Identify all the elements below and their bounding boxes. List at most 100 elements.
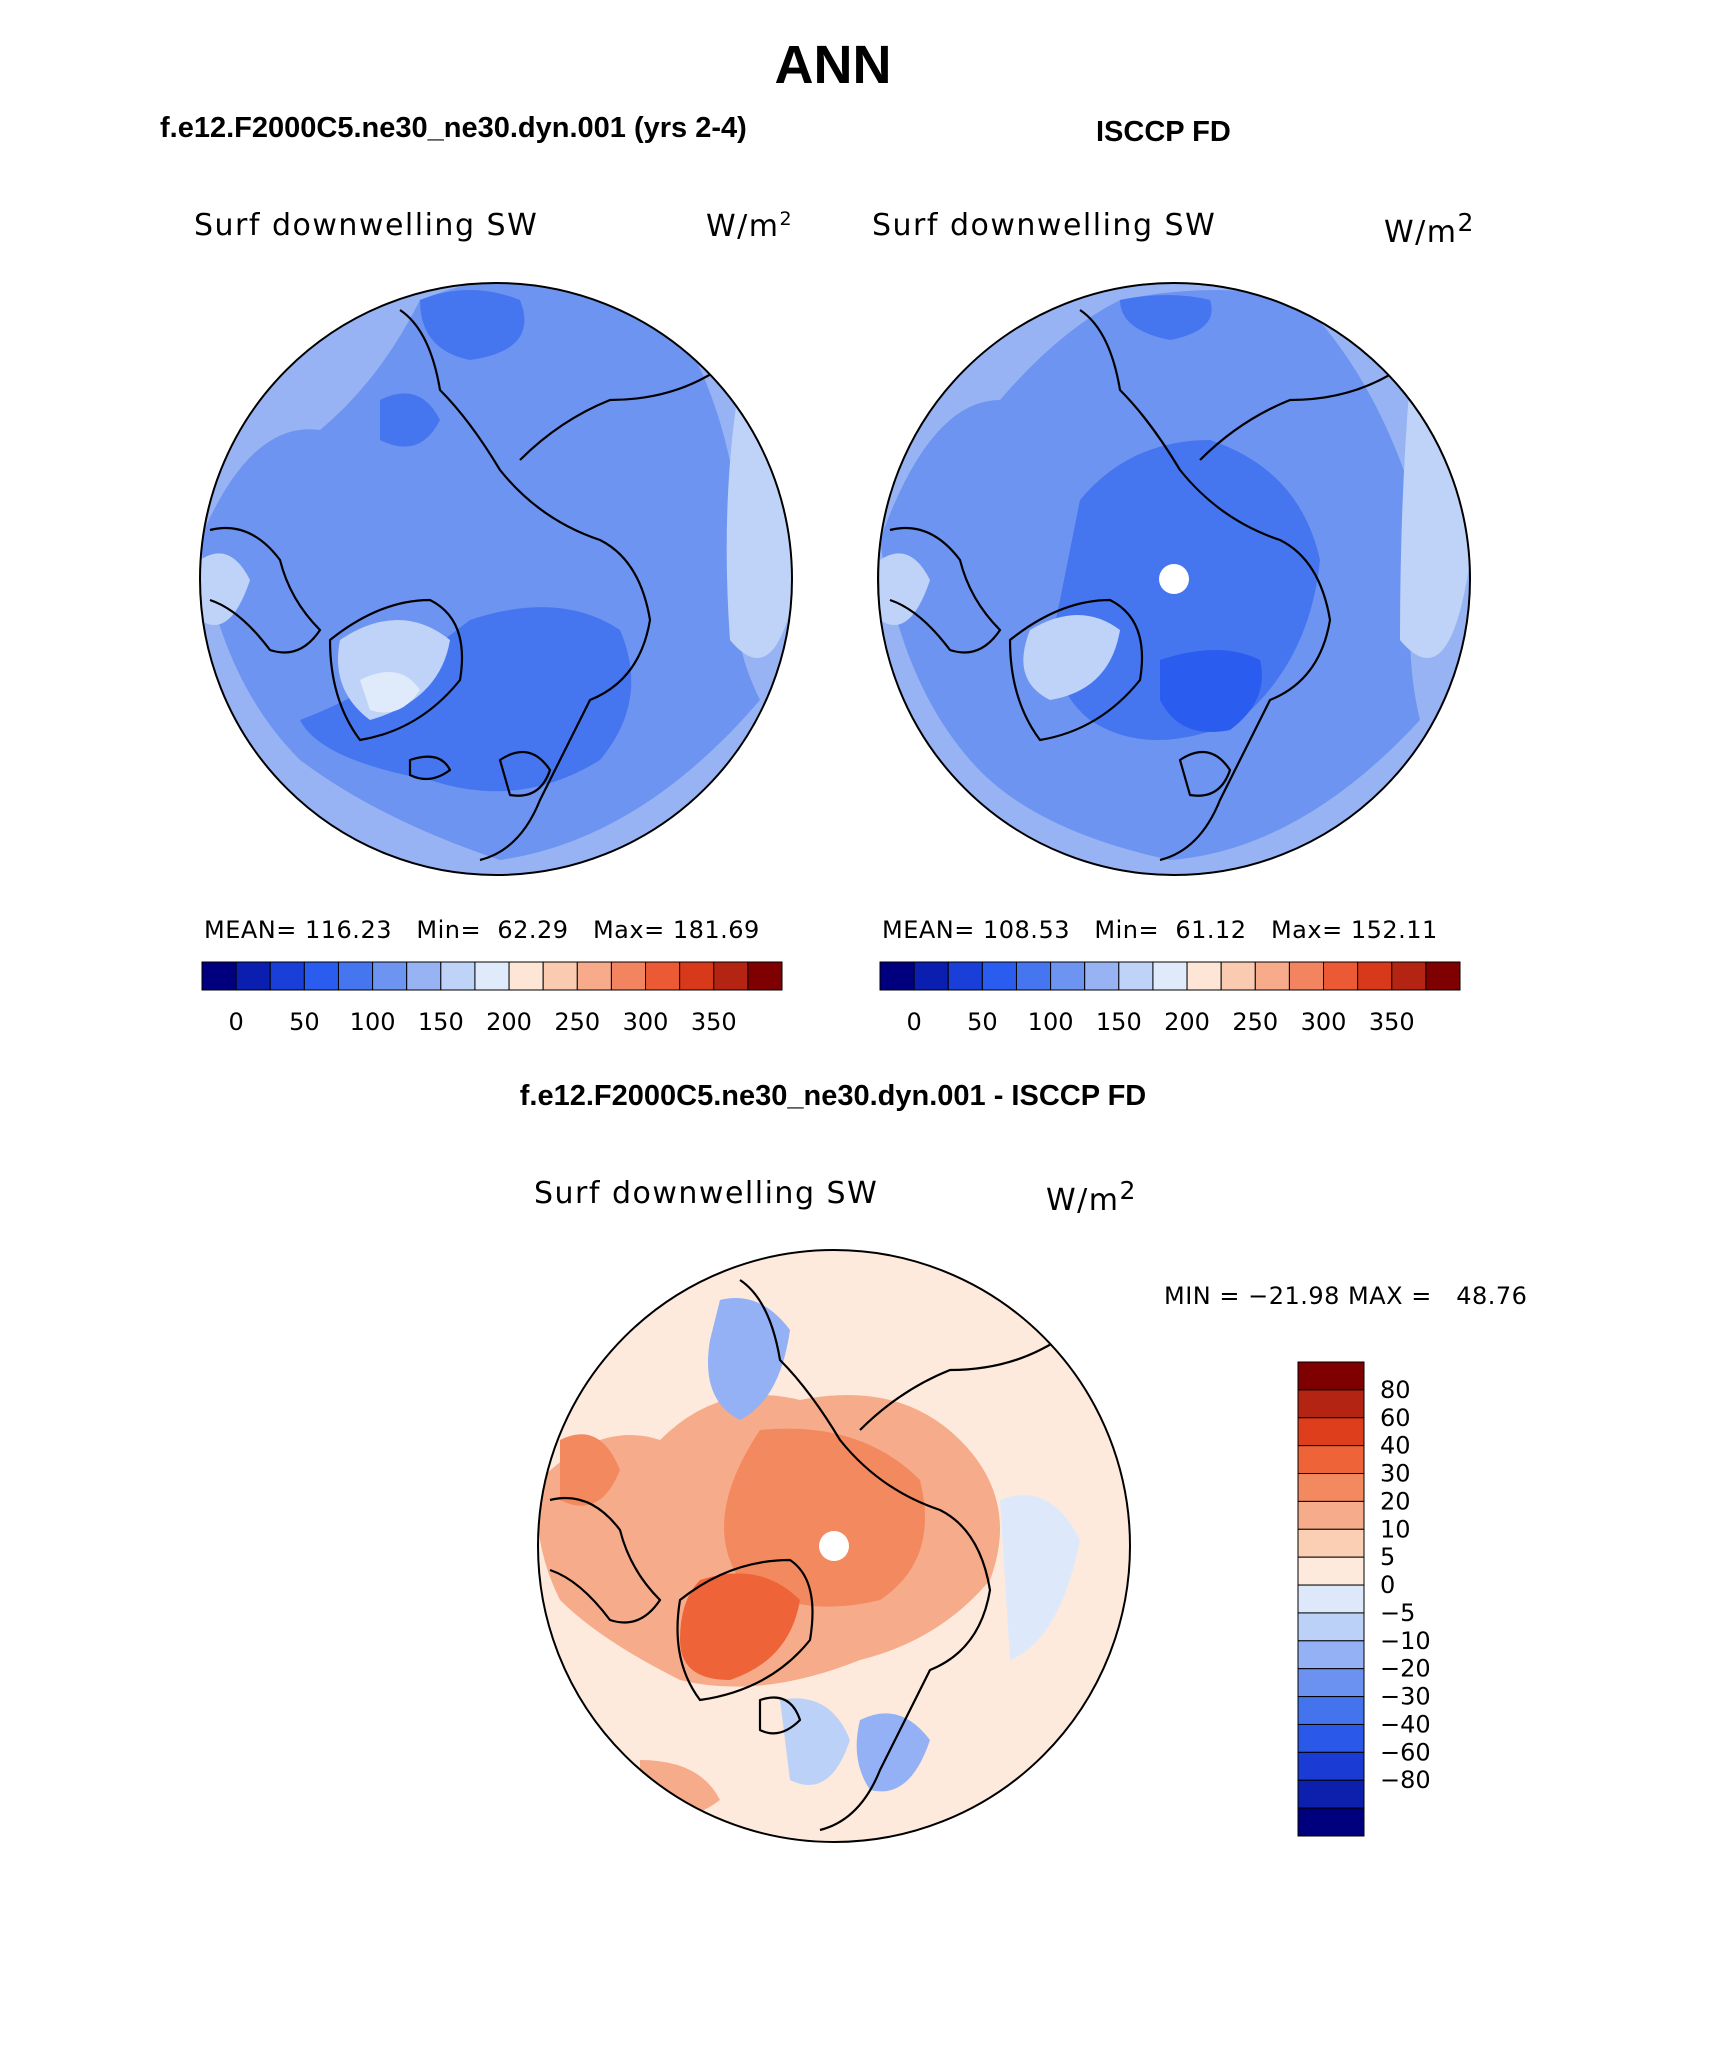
- colorbar-swatch: [1297, 1640, 1365, 1670]
- colorbar-swatch: [406, 961, 442, 991]
- colorbar-swatch: [508, 961, 544, 991]
- colorbar-tick-label: 300: [1301, 1008, 1347, 1036]
- colorbar-swatch: [1118, 961, 1154, 991]
- colorbar-swatch: [269, 961, 305, 991]
- colorbar-tick-label: 250: [554, 1008, 600, 1036]
- colorbar-swatch: [1357, 961, 1393, 991]
- colorbar-swatch: [1297, 1807, 1365, 1837]
- colorbar-swatch: [1015, 961, 1052, 991]
- variable-label-obs: Surf downwelling SW: [872, 208, 1217, 243]
- colorbar-swatch: [201, 961, 237, 991]
- colorbar-tick-label: −40: [1380, 1710, 1431, 1738]
- colorbar-swatch: [542, 961, 578, 991]
- map-diff-field: [538, 1250, 1130, 1842]
- colorbar-swatch: [1297, 1612, 1365, 1642]
- colorbar-swatch: [610, 961, 647, 991]
- colorbar-swatch: [1297, 1668, 1365, 1698]
- map-model-field: [200, 283, 792, 875]
- colorbar-tick-label: 300: [623, 1008, 669, 1036]
- colorbar-tick-label: 350: [1369, 1008, 1415, 1036]
- colorbar-tick-label: 80: [1380, 1376, 1411, 1404]
- colorbar-swatch: [1297, 1389, 1365, 1419]
- colorbar-tick-label: 100: [350, 1008, 396, 1036]
- map-obs-field: [878, 283, 1470, 875]
- stats-obs: MEAN= 108.53 Min= 61.12 Max= 152.11: [882, 916, 1438, 944]
- colorbar-swatch: [1297, 1528, 1365, 1558]
- colorbar-tick-label: 350: [691, 1008, 737, 1036]
- variable-label-diff: Surf downwelling SW: [534, 1176, 879, 1211]
- colorbar-swatch: [1288, 961, 1325, 991]
- colorbar-swatch: [1297, 1473, 1365, 1502]
- colorbar-tick-label: −10: [1380, 1627, 1431, 1655]
- colorbar-swatch: [947, 961, 983, 991]
- colorbar-tick-label: 200: [486, 1008, 532, 1036]
- colorbar-tick-label: 250: [1232, 1008, 1278, 1036]
- colorbar-swatch: [1297, 1500, 1365, 1530]
- panel-title-obs: ISCCP FD: [1096, 116, 1231, 148]
- colorbar-swatch: [1297, 1584, 1365, 1614]
- colorbar-swatch: [474, 961, 510, 991]
- colorbar-swatch: [1297, 1723, 1365, 1753]
- colorbar-tick-label: 50: [289, 1008, 320, 1036]
- units-label-model: W/m2: [706, 208, 794, 244]
- colorbar-swatch: [1220, 961, 1256, 991]
- units-label-diff: W/m2: [1046, 1176, 1137, 1218]
- colorbar-swatch: [679, 961, 715, 991]
- units-label-obs: W/m2: [1384, 208, 1475, 250]
- colorbar-tick-label: 100: [1028, 1008, 1074, 1036]
- colorbar-tick-label: −5: [1380, 1599, 1415, 1627]
- colorbar-tick-label: −20: [1380, 1655, 1431, 1683]
- colorbar-swatch: [1050, 961, 1086, 991]
- colorbar-tick-label: 30: [1380, 1460, 1411, 1488]
- colorbar-tick-label: 0: [228, 1008, 243, 1036]
- colorbar-swatch: [303, 961, 339, 991]
- colorbar-tick-label: 50: [967, 1008, 998, 1036]
- colorbar-tick-label: 0: [1380, 1571, 1395, 1599]
- colorbar-tick-label: 5: [1380, 1543, 1395, 1571]
- colorbar-swatch: [713, 961, 749, 991]
- colorbar-swatch: [1297, 1696, 1365, 1725]
- colorbar-swatch: [981, 961, 1017, 991]
- stats-model: MEAN= 116.23 Min= 62.29 Max= 181.69: [204, 916, 760, 944]
- colorbar-swatch: [645, 961, 681, 991]
- colorbar-swatch: [1323, 961, 1359, 991]
- colorbar-tick-label: −60: [1380, 1738, 1431, 1766]
- colorbar-tick-label: 150: [1096, 1008, 1142, 1036]
- colorbar-obs: 0 50 100 150 200 250 300 350: [879, 961, 1461, 1036]
- panel-title-model: f.e12.F2000C5.ne30_ne30.dyn.001 (yrs 2-4…: [160, 112, 747, 144]
- colorbar-swatch: [1297, 1751, 1365, 1781]
- colorbar-swatch: [1425, 961, 1461, 991]
- colorbar-tick-label: 40: [1380, 1432, 1411, 1460]
- colorbar-swatch: [1084, 961, 1120, 991]
- colorbar-swatch: [1152, 961, 1188, 991]
- variable-label-model: Surf downwelling SW: [194, 208, 539, 243]
- colorbar-swatch: [372, 961, 408, 991]
- panel-title-diff: f.e12.F2000C5.ne30_ne30.dyn.001 - ISCCP …: [519, 1080, 1147, 1112]
- colorbar-tick-label: 20: [1380, 1487, 1411, 1515]
- colorbar-swatch: [235, 961, 271, 991]
- colorbar-swatch: [879, 961, 915, 991]
- colorbar-swatch: [1297, 1779, 1365, 1809]
- page-title: ANN: [774, 35, 892, 95]
- colorbar-swatch: [1391, 961, 1427, 991]
- colorbar-tick-label: 200: [1164, 1008, 1210, 1036]
- colorbar-swatch: [913, 961, 949, 991]
- colorbar-swatch: [576, 961, 612, 991]
- colorbar-swatch: [440, 961, 476, 991]
- stats-diff: MIN = −21.98 MAX = 48.76: [1164, 1282, 1528, 1310]
- colorbar-swatch: [1297, 1556, 1365, 1586]
- colorbar-swatch: [1186, 961, 1222, 991]
- colorbar-tick-label: 0: [906, 1008, 921, 1036]
- colorbar-swatch: [1297, 1361, 1365, 1391]
- colorbar-swatch: [1297, 1417, 1365, 1447]
- colorbar-tick-label: −80: [1380, 1766, 1431, 1794]
- colorbar-model: 0 50 100 150 200 250 300 350: [201, 961, 783, 1036]
- colorbar-tick-label: 60: [1380, 1404, 1411, 1432]
- colorbar-swatch: [337, 961, 374, 991]
- colorbar-swatch: [1297, 1445, 1365, 1475]
- colorbar-swatch: [747, 961, 783, 991]
